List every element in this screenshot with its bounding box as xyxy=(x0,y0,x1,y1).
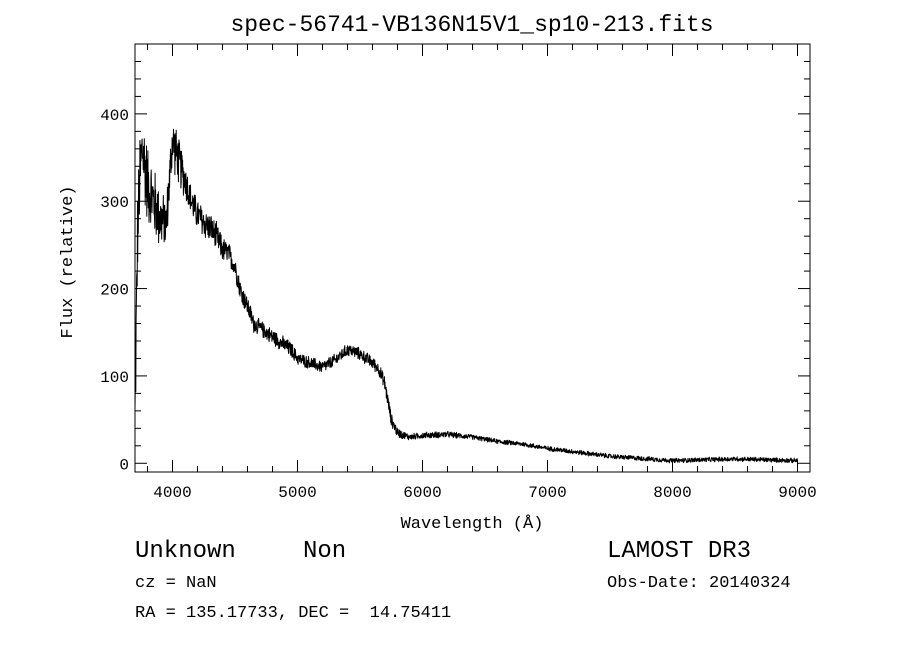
y-axis-label: Flux (relative) xyxy=(59,185,78,338)
x-axis: 4000 5000 6000 7000 8000 9000 xyxy=(153,44,817,502)
x-tick-label: 7000 xyxy=(528,484,566,502)
survey-name: LAMOST DR3 xyxy=(607,538,752,565)
x-axis-label: Wavelength (Å) xyxy=(401,515,544,534)
y-tick-label: 100 xyxy=(100,369,129,387)
y-tick-label: 0 xyxy=(119,456,129,474)
x-tick-label: 4000 xyxy=(153,484,191,502)
x-tick-label: 9000 xyxy=(778,484,816,502)
y-tick-label: 300 xyxy=(100,194,129,212)
minor-ticks xyxy=(135,44,810,472)
plot-frame xyxy=(134,43,811,473)
y-tick-label: 400 xyxy=(100,107,129,125)
x-tick-label: 5000 xyxy=(278,484,316,502)
coordinates-text: RA = 135.17733, DEC = 14.75411 xyxy=(135,604,452,623)
x-tick-label: 8000 xyxy=(653,484,691,502)
object-class: Unknown xyxy=(135,538,236,565)
obs-date-text: Obs-Date: 20140324 xyxy=(607,574,791,593)
spectrum-line xyxy=(134,128,798,464)
y-axis: 0 100 200 300 400 xyxy=(100,107,810,474)
redshift-text: cz = NaN xyxy=(135,574,217,593)
x-tick-label: 6000 xyxy=(403,484,441,502)
chart-title: spec-56741-VB136N15V1_sp10-213.fits xyxy=(230,12,713,38)
y-tick-label: 200 xyxy=(100,282,129,300)
object-subclass: Non xyxy=(303,538,347,565)
